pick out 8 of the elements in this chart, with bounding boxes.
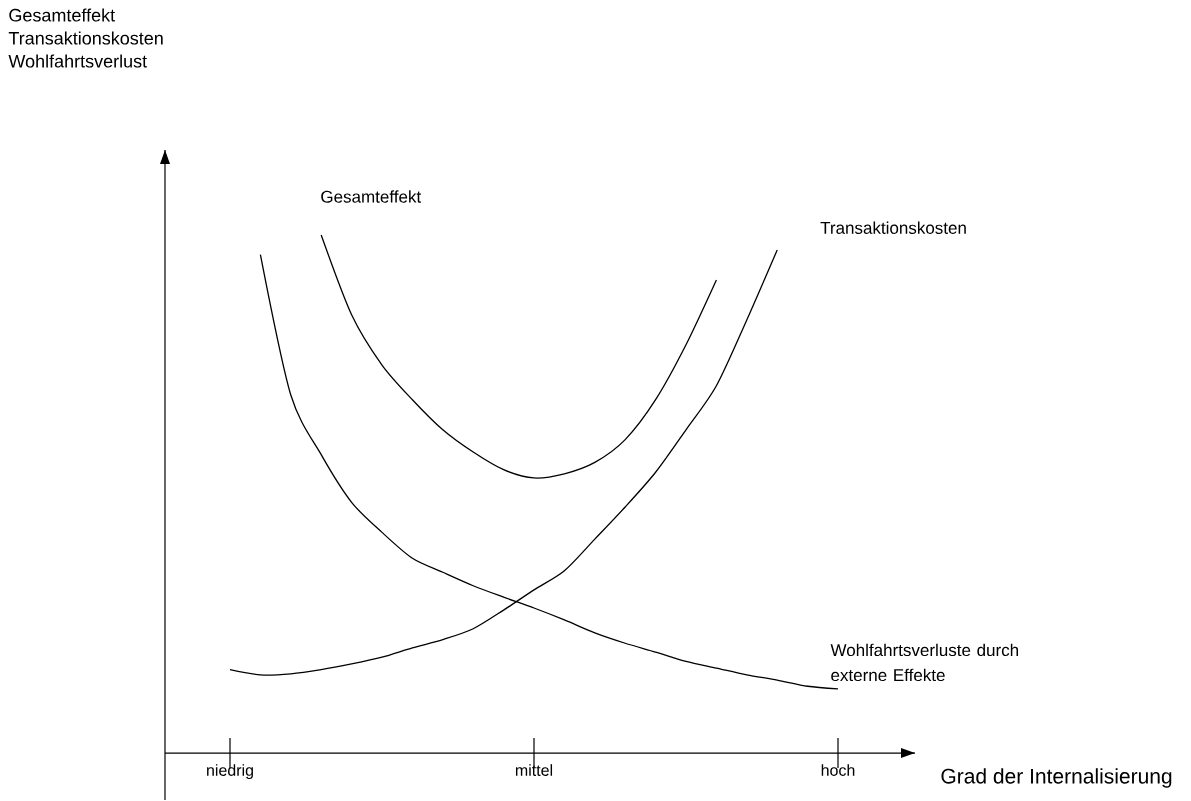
text: Gesamteffekt Transaktionskosten Wohlfahrtsverlust — [8, 8, 163, 68]
series-label: Wohlfahrtsverluste durch externe Effekte — [830, 643, 1019, 682]
text: Transaktionskosten — [820, 221, 966, 234]
x-tick-label: hoch — [821, 764, 855, 776]
x-axis-title: Grad der Internalisierung — [941, 768, 1172, 788]
x-tick-label: mittel — [515, 764, 553, 776]
series-label: Gesamteffekt — [321, 190, 422, 203]
x-tick-label: niedrig — [207, 764, 253, 780]
